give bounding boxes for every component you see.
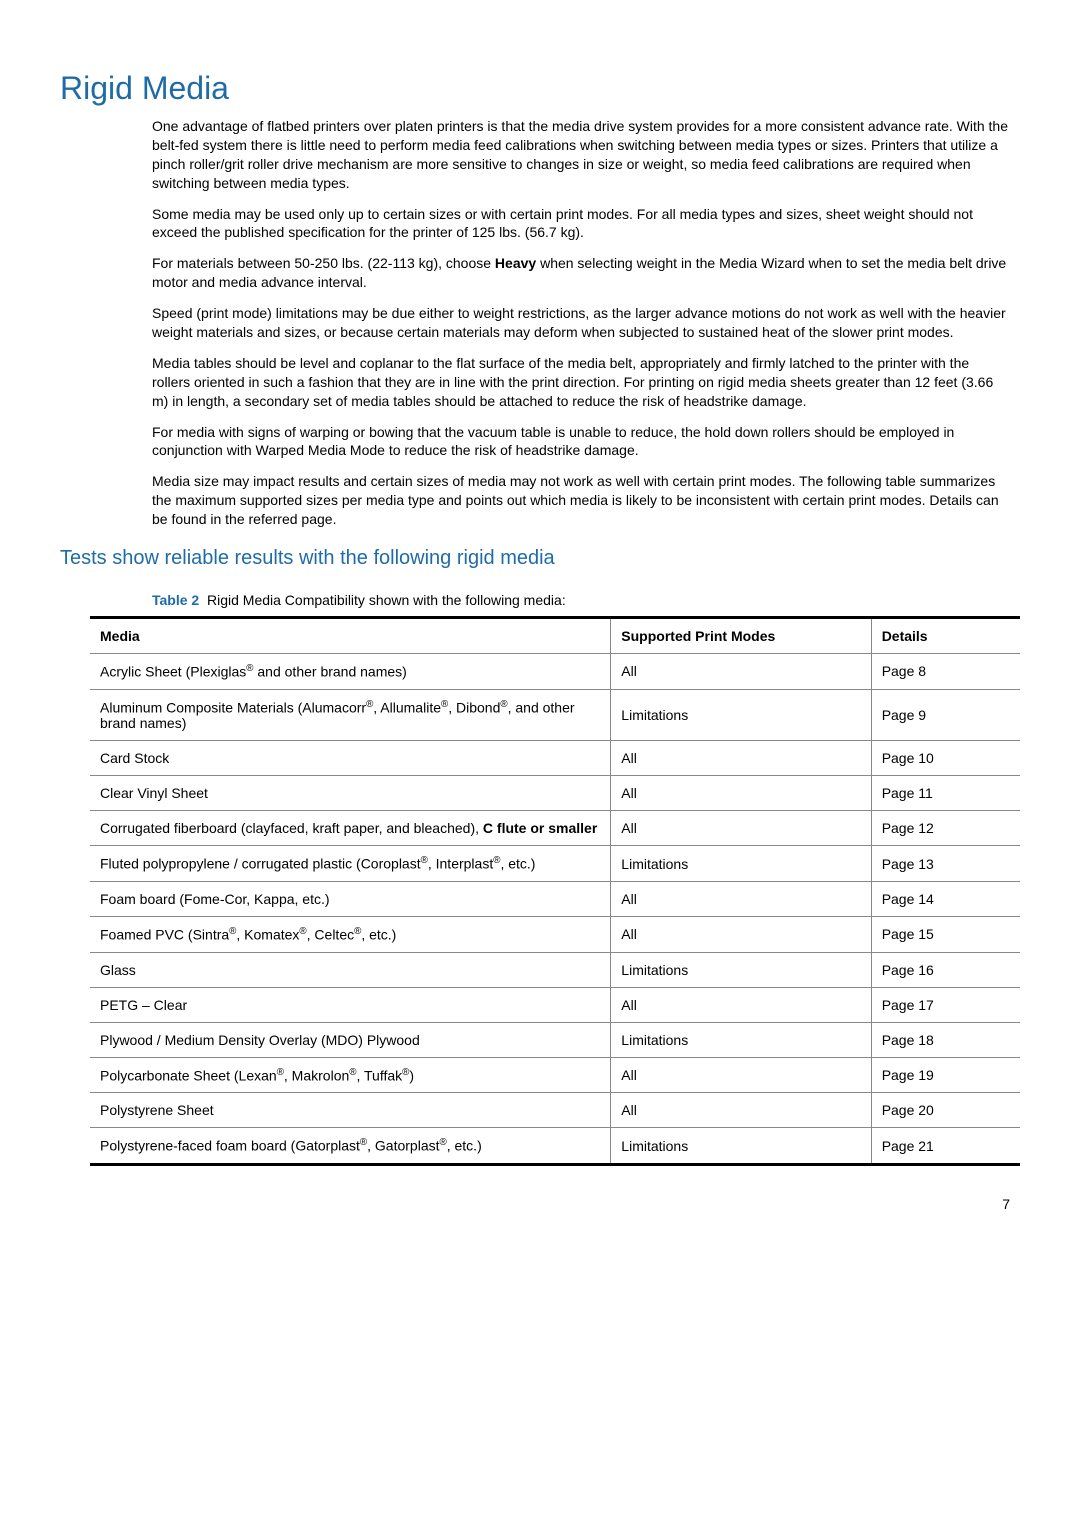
cell-modes: Limitations	[611, 689, 871, 741]
cell-modes: All	[611, 741, 871, 776]
cell-details: Page 20	[871, 1093, 1020, 1128]
cell-modes: All	[611, 987, 871, 1022]
cell-details: Page 9	[871, 689, 1020, 741]
table-row: Fluted polypropylene / corrugated plasti…	[90, 846, 1020, 882]
cell-media: Foam board (Fome-Cor, Kappa, etc.)	[90, 882, 611, 917]
cell-media: Corrugated fiberboard (clayfaced, kraft …	[90, 811, 611, 846]
table-row: Polycarbonate Sheet (Lexan®, Makrolon®, …	[90, 1057, 1020, 1093]
cell-media: Card Stock	[90, 741, 611, 776]
cell-media: Clear Vinyl Sheet	[90, 776, 611, 811]
cell-media: PETG – Clear	[90, 987, 611, 1022]
table-caption-text: Rigid Media Compatibility shown with the…	[207, 592, 566, 608]
table-row: Aluminum Composite Materials (Alumacorr®…	[90, 689, 1020, 741]
cell-media: Acrylic Sheet (Plexiglas® and other bran…	[90, 654, 611, 690]
cell-media: Plywood / Medium Density Overlay (MDO) P…	[90, 1022, 611, 1057]
cell-modes: All	[611, 776, 871, 811]
cell-details: Page 16	[871, 952, 1020, 987]
body-text-block: One advantage of flatbed printers over p…	[152, 117, 1010, 529]
cell-modes: All	[611, 654, 871, 690]
table-caption: Table 2 Rigid Media Compatibility shown …	[152, 592, 1020, 608]
cell-media: Polystyrene Sheet	[90, 1093, 611, 1128]
page-title: Rigid Media	[60, 70, 1020, 107]
cell-details: Page 15	[871, 917, 1020, 953]
paragraph: Speed (print mode) limitations may be du…	[152, 304, 1010, 342]
cell-modes: All	[611, 1057, 871, 1093]
paragraph: Media tables should be level and coplana…	[152, 354, 1010, 411]
table-row: Acrylic Sheet (Plexiglas® and other bran…	[90, 654, 1020, 690]
table-row: GlassLimitationsPage 16	[90, 952, 1020, 987]
section-subheading: Tests show reliable results with the fol…	[60, 547, 1020, 570]
cell-media: Fluted polypropylene / corrugated plasti…	[90, 846, 611, 882]
cell-modes: Limitations	[611, 1128, 871, 1165]
paragraph: For materials between 50-250 lbs. (22-11…	[152, 254, 1010, 292]
table-caption-label: Table 2	[152, 592, 199, 608]
table-header-row: Media Supported Print Modes Details	[90, 618, 1020, 654]
cell-modes: All	[611, 1093, 871, 1128]
cell-details: Page 18	[871, 1022, 1020, 1057]
col-header-details: Details	[871, 618, 1020, 654]
cell-details: Page 19	[871, 1057, 1020, 1093]
cell-details: Page 13	[871, 846, 1020, 882]
table-row: Plywood / Medium Density Overlay (MDO) P…	[90, 1022, 1020, 1057]
paragraph: For media with signs of warping or bowin…	[152, 423, 1010, 461]
paragraph: Media size may impact results and certai…	[152, 472, 1010, 529]
cell-media: Polystyrene-faced foam board (Gatorplast…	[90, 1128, 611, 1165]
table-row: PETG – ClearAllPage 17	[90, 987, 1020, 1022]
rigid-media-table: Media Supported Print Modes Details Acry…	[90, 616, 1020, 1166]
cell-details: Page 14	[871, 882, 1020, 917]
paragraph: One advantage of flatbed printers over p…	[152, 117, 1010, 193]
paragraph: Some media may be used only up to certai…	[152, 205, 1010, 243]
table-row: Card StockAllPage 10	[90, 741, 1020, 776]
cell-details: Page 21	[871, 1128, 1020, 1165]
cell-modes: All	[611, 917, 871, 953]
page-number: 7	[60, 1196, 1020, 1212]
cell-details: Page 10	[871, 741, 1020, 776]
table-row: Corrugated fiberboard (clayfaced, kraft …	[90, 811, 1020, 846]
col-header-modes: Supported Print Modes	[611, 618, 871, 654]
cell-modes: All	[611, 811, 871, 846]
cell-media: Aluminum Composite Materials (Alumacorr®…	[90, 689, 611, 741]
cell-details: Page 8	[871, 654, 1020, 690]
cell-media: Polycarbonate Sheet (Lexan®, Makrolon®, …	[90, 1057, 611, 1093]
table-row: Foam board (Fome-Cor, Kappa, etc.)AllPag…	[90, 882, 1020, 917]
table-row: Polystyrene SheetAllPage 20	[90, 1093, 1020, 1128]
col-header-media: Media	[90, 618, 611, 654]
table-row: Polystyrene-faced foam board (Gatorplast…	[90, 1128, 1020, 1165]
cell-modes: Limitations	[611, 952, 871, 987]
table-row: Foamed PVC (Sintra®, Komatex®, Celtec®, …	[90, 917, 1020, 953]
table-row: Clear Vinyl SheetAllPage 11	[90, 776, 1020, 811]
cell-modes: All	[611, 882, 871, 917]
cell-details: Page 11	[871, 776, 1020, 811]
cell-media: Glass	[90, 952, 611, 987]
cell-details: Page 12	[871, 811, 1020, 846]
cell-modes: Limitations	[611, 846, 871, 882]
cell-details: Page 17	[871, 987, 1020, 1022]
cell-media: Foamed PVC (Sintra®, Komatex®, Celtec®, …	[90, 917, 611, 953]
cell-modes: Limitations	[611, 1022, 871, 1057]
